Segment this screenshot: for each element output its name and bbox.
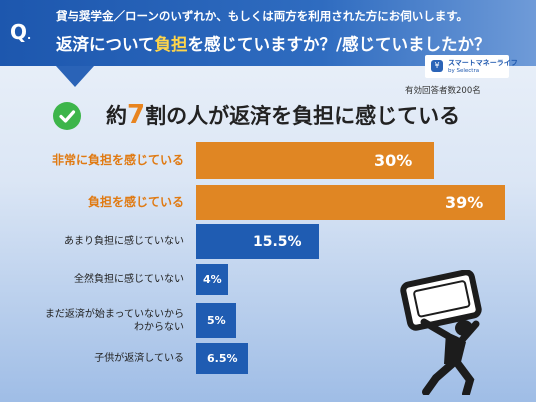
- value-label: 4%: [203, 273, 222, 286]
- speech-pointer: [56, 66, 94, 87]
- category-label-line: 負担を感じている: [87, 195, 184, 209]
- headline-number: 7: [127, 100, 146, 130]
- bar: [196, 264, 228, 295]
- bar: [196, 303, 236, 338]
- category-label-line: 全然負担に感じていない: [74, 274, 184, 285]
- category-label: 負担を感じている: [88, 196, 184, 209]
- question-highlight: 負担: [154, 35, 188, 54]
- check-icon: [53, 102, 81, 130]
- bar: [196, 343, 248, 374]
- brand-logo: ¥ スマートマネーライフ by Selectra: [425, 55, 518, 78]
- burden-person-illustration: [400, 270, 482, 395]
- category-label-line: 子供が返済している: [94, 353, 184, 364]
- value-label: 30%: [374, 151, 413, 170]
- category-label-line: 非常に負担を感じている: [51, 153, 184, 167]
- question-line-2: 返済について負担を感じていますか？/感じていましたか？: [56, 35, 491, 54]
- value-label: 6.5%: [207, 352, 238, 365]
- value-label: 15.5%: [253, 234, 302, 250]
- question-mark: Q.: [10, 20, 32, 44]
- logo-name: スマートマネーライフ: [448, 59, 518, 67]
- bar: [196, 142, 434, 179]
- value-label: 5%: [207, 314, 226, 327]
- category-label-line: あまり負担に感じていない: [64, 236, 184, 247]
- category-label: まだ返済が始まっていないから わからない: [45, 308, 184, 334]
- bar: [196, 185, 505, 220]
- category-label: あまり負担に感じていない: [64, 235, 184, 248]
- value-label: 39%: [445, 193, 484, 212]
- category-label-line: わからない: [134, 321, 184, 333]
- question-header: Q. 貸与奨学金／ローンのいずれか、もしくは両方を利用された方にお伺いします。 …: [0, 0, 536, 66]
- category-label: 非常に負担を感じている: [52, 154, 184, 167]
- headline: 約7割の人が返済を負担に感じている: [106, 100, 461, 130]
- logo-icon: ¥: [431, 60, 443, 72]
- question-line-1: 貸与奨学金／ローンのいずれか、もしくは両方を利用された方にお伺いします。: [56, 9, 469, 23]
- respondent-count: 有効回答者数200名: [405, 86, 481, 96]
- category-label: 子供が返済している: [94, 352, 184, 365]
- bar: [196, 224, 319, 259]
- category-label: 全然負担に感じていない: [74, 273, 184, 286]
- logo-sub: by Selectra: [448, 68, 480, 74]
- category-label-line: まだ返済が始まっていないから: [44, 308, 184, 320]
